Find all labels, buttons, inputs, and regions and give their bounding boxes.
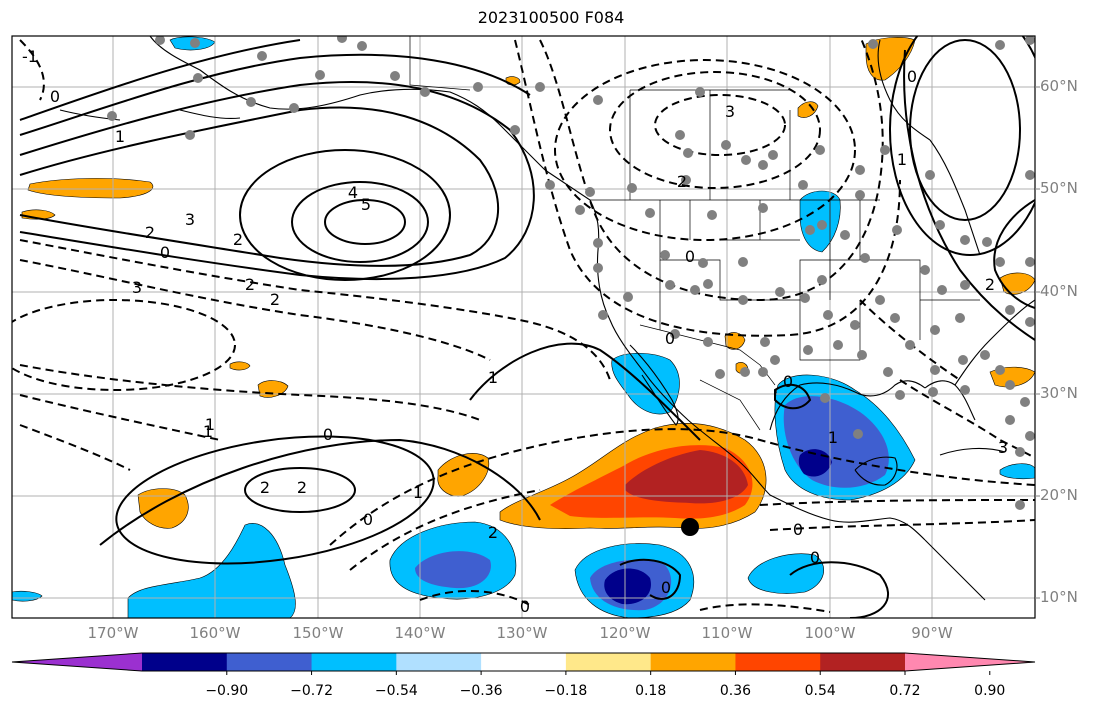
solid-contours bbox=[19, 36, 1035, 618]
lon-label: 140°W bbox=[394, 624, 446, 642]
contour-label: 1 bbox=[828, 428, 838, 447]
positive-anomaly-patch bbox=[797, 101, 819, 118]
negative-anomaly-blob bbox=[611, 352, 680, 415]
positive-anomaly-patch bbox=[27, 178, 154, 199]
colorbar-tick-label: −0.54 bbox=[374, 683, 418, 699]
colorbar-segment bbox=[142, 653, 228, 671]
contour-label: 1 bbox=[203, 422, 213, 441]
lat-ticks bbox=[1035, 86, 1040, 599]
positive-anomaly-patch bbox=[137, 488, 189, 529]
lon-label: 130°W bbox=[496, 624, 548, 642]
contour-label: 2 bbox=[985, 275, 995, 294]
contour-labels: 0 1 3 2 0 2 4 5 3 2 2 -1 1 0 2 2 0 1 2 0… bbox=[22, 47, 1008, 616]
contour-label: 0 bbox=[323, 425, 333, 444]
contour-label: 2 bbox=[488, 523, 498, 542]
highlight-point-marker bbox=[681, 518, 699, 536]
colorbar-extend-high bbox=[905, 653, 1035, 671]
lon-label: 100°W bbox=[804, 624, 856, 642]
contour-label: 1 bbox=[488, 368, 498, 387]
contour-label: 2 bbox=[245, 275, 255, 294]
colorbar-segment bbox=[565, 653, 652, 671]
contour-label: 2 bbox=[677, 172, 687, 191]
colorbar-tick-label: −0.36 bbox=[459, 683, 503, 699]
colorbar-tick-label: 0.54 bbox=[804, 683, 836, 699]
colorbar-segment bbox=[481, 653, 567, 671]
negative-anomaly-max bbox=[604, 568, 651, 605]
contour-label: 2 bbox=[297, 478, 307, 497]
lon-label: 90°W bbox=[911, 624, 953, 642]
contour-label: 1 bbox=[897, 150, 907, 169]
colorbar-segment bbox=[396, 653, 482, 671]
contour-label: 4 bbox=[348, 183, 358, 202]
contour-label: 3 bbox=[185, 210, 195, 229]
negative-anomaly-blob bbox=[747, 553, 824, 594]
colorbar-tick-label: 0.90 bbox=[974, 683, 1006, 699]
lon-label: 170°W bbox=[87, 624, 139, 642]
lon-label: 160°W bbox=[189, 624, 241, 642]
lat-label: 40°N bbox=[1040, 282, 1078, 300]
lat-label: 30°N bbox=[1040, 384, 1078, 402]
contour-label: 2 bbox=[260, 478, 270, 497]
contour-label: 1 bbox=[205, 415, 215, 434]
colorbar-outline bbox=[11, 652, 1036, 672]
contour-label: 0 bbox=[907, 67, 917, 86]
shaded-positive-areas bbox=[21, 37, 1035, 530]
contour-label: 0 bbox=[520, 597, 530, 616]
lon-label: 120°W bbox=[599, 624, 651, 642]
contour-label: -1 bbox=[22, 47, 38, 66]
contour-label: 2 bbox=[233, 230, 243, 249]
colorbar-segment bbox=[735, 653, 821, 671]
contour-label: 0 bbox=[160, 243, 170, 262]
negative-anomaly-core bbox=[415, 551, 491, 589]
contour-label: 0 bbox=[661, 578, 671, 597]
positive-anomaly-patch bbox=[229, 361, 251, 371]
contour-label: 5 bbox=[361, 195, 371, 214]
contour-label: 1 bbox=[115, 127, 125, 146]
contour-label: 0 bbox=[363, 510, 373, 529]
negative-anomaly-blob bbox=[12, 590, 43, 602]
contour-label: 0 bbox=[685, 247, 695, 266]
coastlines bbox=[59, 36, 1035, 601]
contour-label: 2 bbox=[145, 223, 155, 242]
lat-label: 20°N bbox=[1040, 486, 1078, 504]
colorbar-tick-label: −0.72 bbox=[290, 683, 333, 699]
colorbar-segment bbox=[650, 653, 736, 671]
contour-label: 3 bbox=[998, 438, 1008, 457]
lat-label: 10°N bbox=[1040, 588, 1078, 606]
lat-label: 50°N bbox=[1040, 179, 1078, 197]
colorbar-extend-low bbox=[12, 653, 142, 671]
map-title: 2023100500 F084 bbox=[477, 8, 625, 27]
negative-anomaly-blob bbox=[127, 523, 296, 618]
contour-label: 3 bbox=[132, 278, 142, 297]
negative-anomaly-blob bbox=[999, 463, 1035, 480]
contour-label: 0 bbox=[810, 548, 820, 567]
lon-label: 110°W bbox=[701, 624, 753, 642]
colorbar-tick-label: 0.36 bbox=[719, 683, 752, 699]
station-dots bbox=[107, 36, 1035, 510]
contour-label: 0 bbox=[50, 87, 60, 106]
colorbar-tick-label: −0.90 bbox=[205, 683, 249, 699]
colorbar-segment bbox=[311, 653, 397, 671]
positive-anomaly-patch bbox=[437, 453, 490, 497]
contour-label: 0 bbox=[793, 520, 803, 539]
lon-label: 150°W bbox=[292, 624, 344, 642]
colorbar-tick-label: 0.72 bbox=[889, 683, 921, 699]
lat-label: 60°N bbox=[1040, 77, 1078, 95]
dashed-contours bbox=[12, 36, 1035, 613]
contour-label: 0 bbox=[665, 329, 675, 348]
positive-anomaly-patch bbox=[724, 332, 746, 350]
shaded-negative-areas bbox=[12, 36, 1035, 618]
contour-label: 0 bbox=[783, 372, 793, 391]
colorbar bbox=[11, 652, 1036, 675]
colorbar-tick-label: 0.18 bbox=[635, 683, 667, 699]
contour-label: 2 bbox=[270, 290, 280, 309]
contour-label: 1 bbox=[413, 483, 423, 502]
colorbar-segment bbox=[820, 653, 906, 671]
map-frame bbox=[11, 35, 1036, 619]
positive-anomaly-max bbox=[625, 450, 748, 504]
colorbar-tick-label: −0.18 bbox=[544, 683, 588, 699]
contour-label: 3 bbox=[725, 102, 735, 121]
colorbar-segment bbox=[226, 653, 313, 671]
